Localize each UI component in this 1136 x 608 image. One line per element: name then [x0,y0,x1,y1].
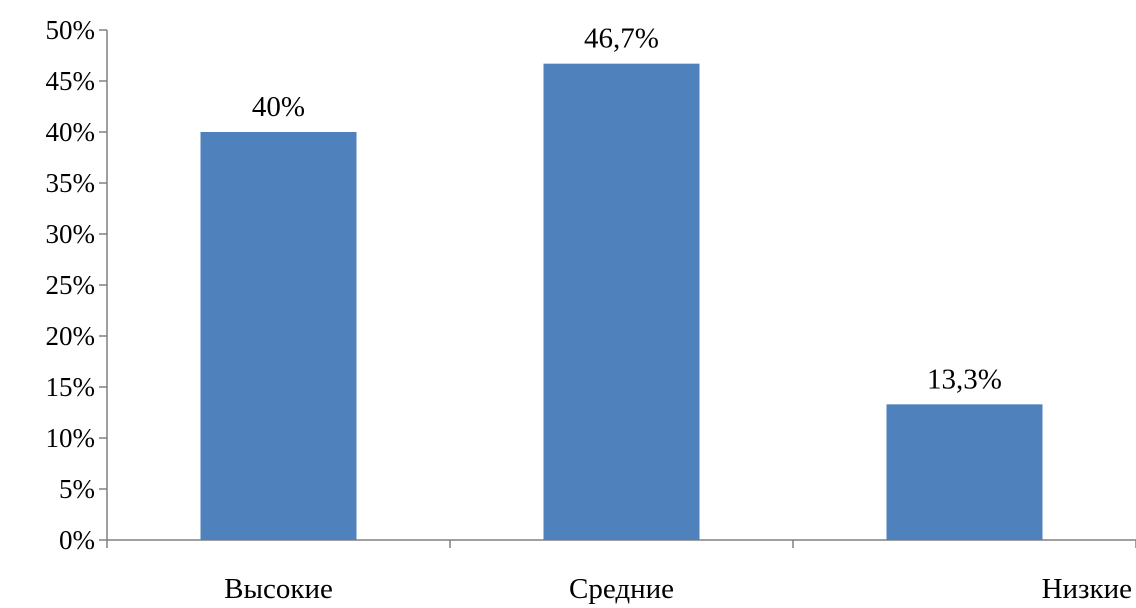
data-label: 40% [252,91,305,123]
y-tick-label: 45% [46,66,96,96]
y-tick-label: 20% [46,321,96,351]
bar [200,132,357,540]
bar [886,404,1043,540]
category-labels: Высокие Средние Низкие [224,573,1132,605]
data-label: 46,7% [584,23,659,55]
y-tick-label: 0% [59,525,95,555]
y-tick-label: 10% [46,423,96,453]
y-tick-label: 25% [46,270,96,300]
x-axis [106,539,1136,548]
y-tick-label: 50% [46,15,96,45]
data-label: 13,3% [927,363,1002,395]
y-axis: 0% 5% 10% 15% 20% 25% 30% 35% 40% 45% 50% [46,15,108,555]
category-label: Низкие [1042,573,1132,605]
y-tick-label: 30% [46,219,96,249]
data-labels: 40% 46,7% 13,3% [252,23,1002,396]
bars [200,63,1043,540]
y-tick-label: 40% [46,117,96,147]
y-tick-label: 5% [59,474,95,504]
category-label: Высокие [224,573,333,605]
y-tick-label: 35% [46,168,96,198]
y-tick-label: 15% [46,372,96,402]
bar [543,63,700,540]
category-label: Средние [569,573,674,605]
